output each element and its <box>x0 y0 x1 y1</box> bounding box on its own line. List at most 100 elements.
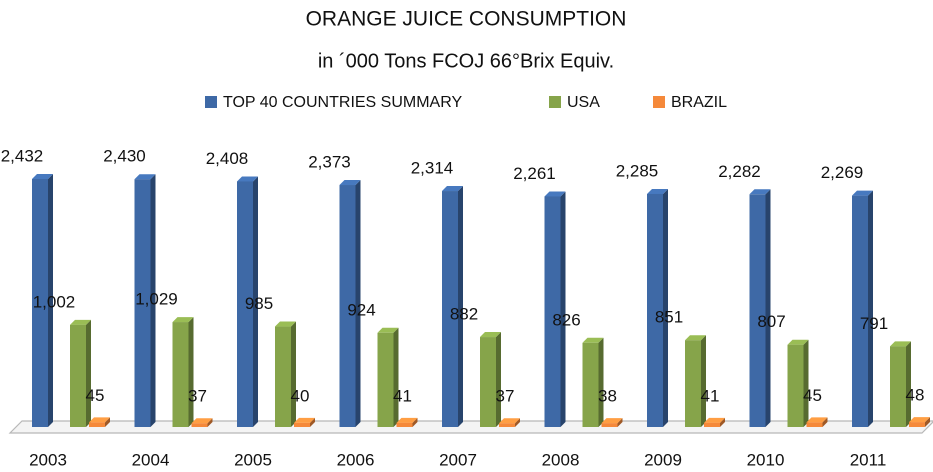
bar-side <box>925 417 930 427</box>
bar <box>806 422 823 427</box>
data-label: 48 <box>906 386 925 405</box>
bar-side <box>253 176 258 427</box>
data-label: 2,282 <box>718 162 761 181</box>
x-tick-label: 2004 <box>132 450 170 469</box>
bar <box>32 179 48 427</box>
data-label: 2,408 <box>206 149 249 168</box>
bar-top <box>480 332 501 338</box>
bar-top <box>237 176 258 182</box>
bar-side <box>720 417 725 427</box>
bar-side <box>207 418 213 427</box>
bar-top <box>377 327 399 333</box>
bar-top <box>294 417 315 423</box>
bar-side <box>560 191 566 427</box>
bar-side <box>458 186 463 427</box>
bar <box>396 422 413 427</box>
bar <box>89 422 105 427</box>
x-tick-label: 2011 <box>850 450 887 469</box>
x-tick-label: 2005 <box>234 450 272 469</box>
bar <box>704 422 720 427</box>
data-label: 826 <box>552 310 580 329</box>
legend-swatch <box>549 96 561 108</box>
bar-top <box>396 417 418 423</box>
data-label: 41 <box>393 386 412 405</box>
bar-side <box>105 417 110 427</box>
bar <box>601 423 618 427</box>
bar-top <box>275 321 296 327</box>
chart-subtitle: in ´000 Tons FCOJ 66°Brix Equiv. <box>318 50 614 72</box>
bar-side <box>765 189 771 427</box>
bar <box>294 422 310 427</box>
legend-swatch <box>653 96 665 108</box>
x-tick-label: 2008 <box>542 450 580 469</box>
bar-top <box>601 418 623 424</box>
bar-side <box>150 174 156 427</box>
data-label: 41 <box>701 386 720 405</box>
bar-side <box>617 418 623 427</box>
data-label: 2,269 <box>821 163 864 182</box>
bar-top <box>582 337 604 343</box>
data-label: 37 <box>188 387 207 406</box>
bar <box>749 194 766 427</box>
data-label: 45 <box>803 386 822 405</box>
data-label: 2,285 <box>616 161 659 180</box>
bar-top <box>442 186 463 192</box>
data-label: 1,002 <box>33 292 76 311</box>
bar <box>685 340 701 427</box>
bar-top <box>685 335 706 341</box>
bar-top <box>191 418 213 424</box>
data-label: 45 <box>86 386 105 405</box>
data-label: 851 <box>655 308 683 327</box>
bar-side <box>701 335 706 427</box>
data-label: 2,314 <box>411 159 454 178</box>
data-label: 2,261 <box>513 164 556 183</box>
bar-side <box>803 339 809 427</box>
bar <box>544 196 561 427</box>
bar-side <box>515 418 520 427</box>
bar-side <box>663 188 668 427</box>
bar-side <box>598 337 604 427</box>
bar-side <box>393 327 399 427</box>
bar <box>339 185 356 427</box>
bar-side <box>906 341 911 427</box>
bar-top <box>749 189 771 195</box>
bar-top <box>852 190 873 196</box>
bar-top <box>787 339 809 345</box>
bar-side <box>868 190 873 427</box>
bar <box>909 422 925 427</box>
bar-side <box>355 180 361 427</box>
bar-top <box>32 174 53 179</box>
bar <box>275 326 291 427</box>
bar-side <box>412 417 418 427</box>
bar <box>237 181 253 427</box>
legend-label: BRAZIL <box>671 94 727 111</box>
bar-top <box>806 417 828 423</box>
data-label: 2,432 <box>1 146 44 165</box>
bar-top <box>544 191 566 197</box>
data-label: 1,029 <box>135 290 178 309</box>
legend-swatch <box>205 96 217 108</box>
bar-side <box>291 321 296 427</box>
data-label: 38 <box>598 387 617 406</box>
bar <box>442 191 458 427</box>
bar-top <box>172 317 194 323</box>
data-label: 37 <box>496 387 515 406</box>
bar <box>134 179 151 427</box>
bar-top <box>704 417 725 423</box>
bar <box>499 423 515 427</box>
x-tick-label: 2007 <box>439 450 477 469</box>
data-label: 791 <box>860 314 888 333</box>
bar-side <box>188 317 194 427</box>
bar-side <box>496 332 501 427</box>
bar <box>172 322 189 427</box>
bar-top <box>909 417 930 423</box>
bar <box>852 195 868 427</box>
bar-top <box>339 180 361 186</box>
bar-side <box>822 417 828 427</box>
bar-top <box>499 418 520 424</box>
bar-top <box>647 188 668 194</box>
x-tick-label: 2010 <box>747 450 785 469</box>
legend-label: TOP 40 COUNTRIES SUMMARY <box>223 94 462 111</box>
data-label: 882 <box>450 305 478 324</box>
